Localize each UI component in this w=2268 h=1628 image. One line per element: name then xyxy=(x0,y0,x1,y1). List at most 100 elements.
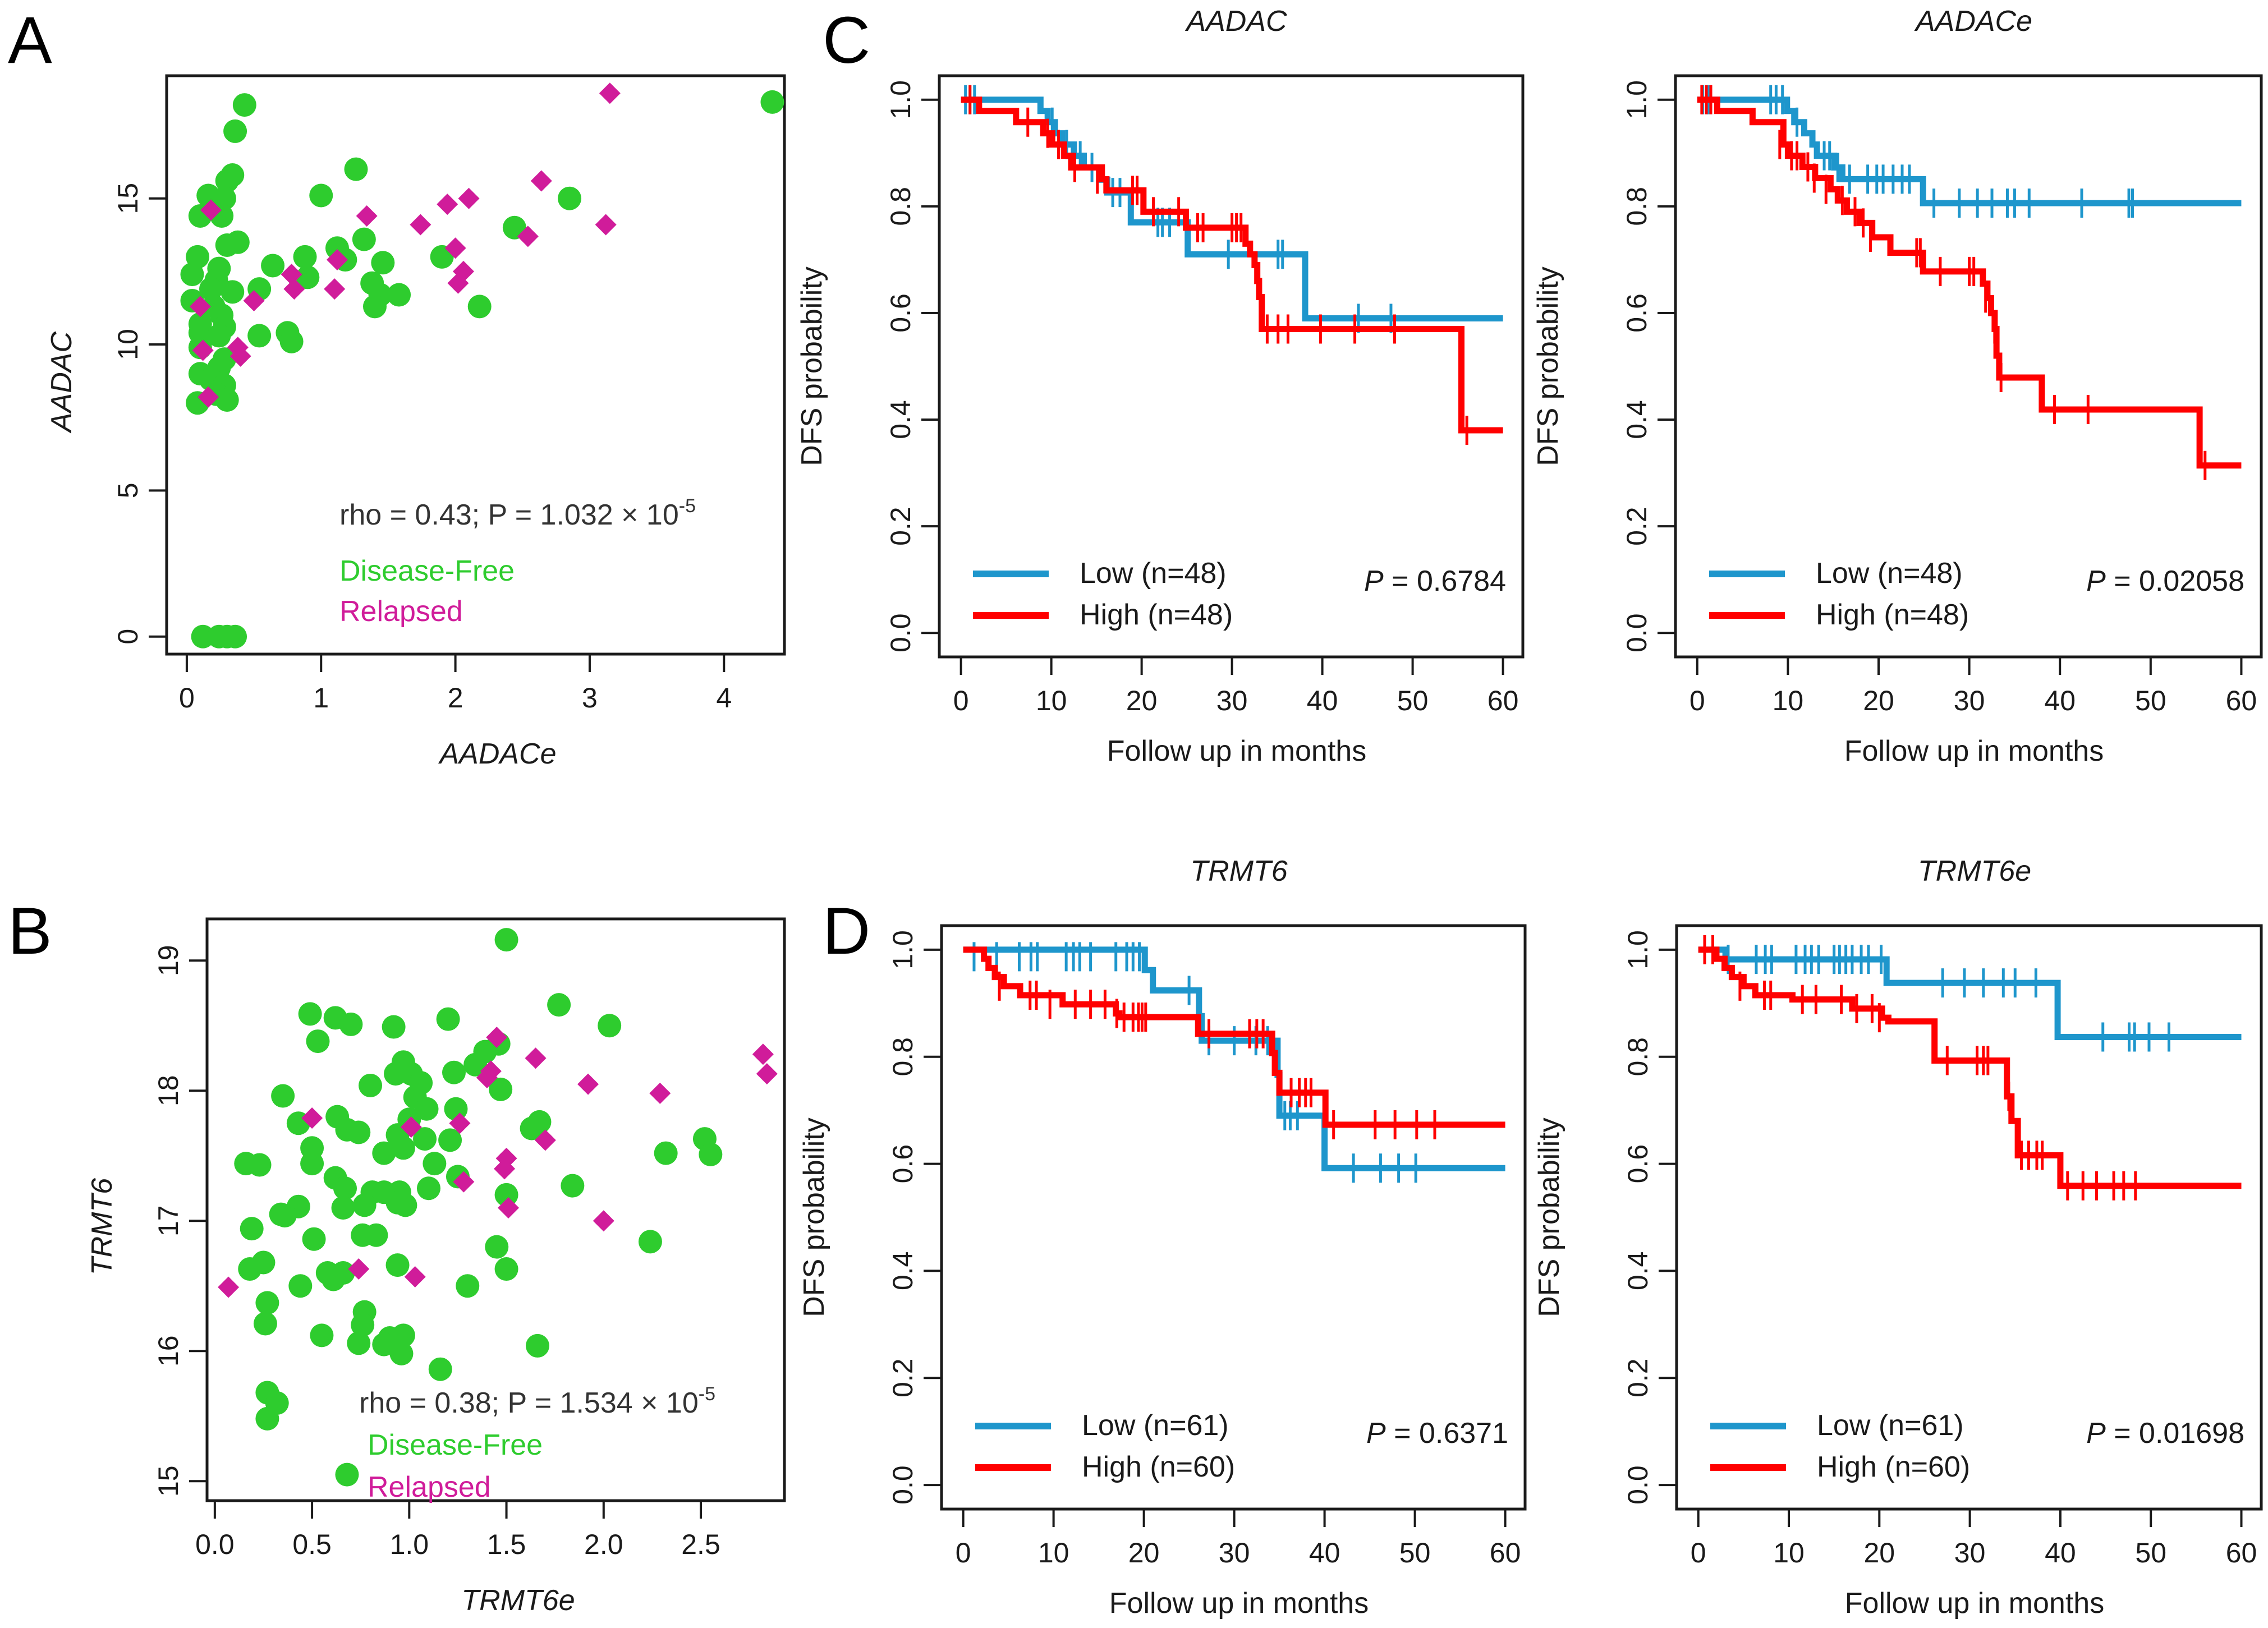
data-point-disease-free xyxy=(494,1257,518,1281)
legend-relapsed: Relapsed xyxy=(368,1471,491,1503)
data-point-relapsed xyxy=(229,345,251,367)
data-point-relapsed xyxy=(301,1107,323,1129)
x-tick-label: 60 xyxy=(2226,685,2257,716)
y-tick-label: 1.0 xyxy=(885,80,916,119)
y-tick-label: 15 xyxy=(112,183,144,214)
data-point-relapsed xyxy=(577,1073,599,1095)
y-tick-label: 0.2 xyxy=(1622,1358,1654,1397)
scatter-panel-b: 0.0 0.5 1.0 1.5 2.0 2.5 15 16 17 18 19 TRMT6e TRMT6 r… xyxy=(86,917,786,1617)
x-axis-title: Follow up in months xyxy=(1107,735,1366,767)
data-point-disease-free xyxy=(335,1463,359,1487)
plot-title: AADACe xyxy=(1914,5,2032,38)
data-point-disease-free xyxy=(191,624,215,649)
y-tick-label: 0.0 xyxy=(887,1465,919,1505)
data-point-disease-free xyxy=(199,277,223,301)
y-tick-label: 0.2 xyxy=(1621,507,1652,546)
km-series-high xyxy=(961,85,1503,445)
plot-title: AADAC xyxy=(1184,5,1287,38)
x-tick-label: 0 xyxy=(179,682,195,714)
km-panel-c-left: 0 10 20 30 40 50 60 0.0 0.2 0.4 0.6 0.8 1.0 AADAC Foll… xyxy=(796,5,1525,767)
x-tick-label: 30 xyxy=(1216,685,1248,716)
legend-disease-free: Disease-Free xyxy=(368,1429,543,1461)
x-tick-label: 0.0 xyxy=(195,1529,235,1560)
data-point-disease-free xyxy=(331,1261,355,1285)
x-tick-label: 40 xyxy=(2045,1537,2076,1569)
data-point-relapsed xyxy=(458,187,480,209)
correlation-text: rho = 0.38; P = 1.534 × 10 xyxy=(359,1387,699,1419)
y-tick-label: 0.8 xyxy=(1621,187,1652,226)
km-panel-c-right: 0 10 20 30 40 50 60 0.0 0.2 0.4 0.6 0.8 1.0 AADACe Fol… xyxy=(1532,5,2263,767)
series-disease-free xyxy=(180,90,784,649)
x-tick-label: 2.5 xyxy=(681,1529,720,1560)
data-point-disease-free xyxy=(180,263,204,287)
y-tick-label: 0.6 xyxy=(1622,1144,1654,1184)
x-tick-label: 50 xyxy=(1399,1537,1431,1569)
p-symbol: P xyxy=(2086,565,2106,597)
y-axis-title: TRMT6 xyxy=(86,1178,118,1275)
p-equals: = xyxy=(2106,565,2139,597)
panel-label-c: C xyxy=(823,3,870,77)
data-point-disease-free xyxy=(371,251,395,275)
km-series-high xyxy=(963,946,1505,1139)
data-point-relapsed xyxy=(218,1276,240,1298)
p-value-number: 0.6371 xyxy=(1419,1417,1508,1450)
data-point-disease-free xyxy=(520,1116,544,1140)
x-tick-label: 3 xyxy=(582,682,598,714)
data-point-relapsed xyxy=(410,214,431,236)
data-point-disease-free xyxy=(261,254,285,278)
data-point-relapsed xyxy=(356,205,378,227)
data-point-disease-free xyxy=(494,928,518,952)
x-tick-label: 2 xyxy=(448,682,463,714)
y-tick-label: 0.6 xyxy=(887,1144,919,1184)
data-point-disease-free xyxy=(485,1235,509,1259)
data-point-disease-free xyxy=(372,1332,396,1356)
km-curve-high xyxy=(963,946,1505,1128)
data-point-relapsed xyxy=(593,1210,614,1232)
data-point-disease-free xyxy=(699,1142,723,1166)
data-point-relapsed xyxy=(595,214,617,236)
data-point-disease-free xyxy=(333,1176,357,1201)
y-tick-label: 0 xyxy=(112,629,144,645)
data-point-disease-free xyxy=(251,1250,276,1275)
series-disease-free xyxy=(234,928,723,1487)
data-point-disease-free xyxy=(223,119,247,143)
x-tick-label: 10 xyxy=(1773,685,1804,716)
data-point-relapsed xyxy=(198,386,219,408)
km-series-low xyxy=(963,942,1505,1183)
legend-label-high: High (n=60) xyxy=(1817,1451,1970,1483)
data-point-relapsed xyxy=(534,1129,556,1151)
data-point-relapsed xyxy=(447,272,469,294)
y-tick-label: 1.0 xyxy=(1621,80,1652,119)
x-tick-label: 10 xyxy=(1773,1537,1805,1569)
data-point-relapsed xyxy=(437,194,458,215)
y-tick-label: 0.8 xyxy=(887,1037,919,1077)
p-equals: = xyxy=(1386,1417,1419,1450)
x-tick-label: 50 xyxy=(2135,1537,2166,1569)
data-point-disease-free xyxy=(525,1333,549,1358)
data-point-disease-free xyxy=(347,1120,371,1144)
data-point-disease-free xyxy=(253,1312,277,1336)
km-curve-high xyxy=(1697,96,2242,469)
p-value: P = 0.02058 xyxy=(2086,565,2244,597)
data-point-relapsed xyxy=(192,339,214,361)
x-tick-label: 60 xyxy=(2226,1537,2257,1569)
data-point-disease-free xyxy=(393,1193,417,1217)
data-point-relapsed xyxy=(525,1047,547,1069)
data-point-disease-free xyxy=(207,324,231,348)
data-point-disease-free xyxy=(232,93,256,117)
p-value-number: 0.02058 xyxy=(2139,565,2244,597)
x-tick-label: 40 xyxy=(1307,685,1338,716)
data-point-disease-free xyxy=(382,1015,406,1039)
data-point-relapsed xyxy=(348,1258,370,1280)
panel-label-d: D xyxy=(823,894,870,968)
data-point-disease-free xyxy=(247,1153,272,1177)
data-point-relapsed xyxy=(756,1063,778,1085)
x-tick-label: 20 xyxy=(1128,1537,1160,1569)
data-point-relapsed xyxy=(281,264,302,286)
data-point-disease-free xyxy=(344,157,368,181)
p-equals: = xyxy=(1384,565,1417,597)
x-axis-title: Follow up in months xyxy=(1109,1587,1369,1620)
data-point-disease-free xyxy=(271,1084,295,1108)
x-tick-label: 0 xyxy=(953,685,969,716)
correlation-annotation: rho = 0.38; P = 1.534 × 10-5 xyxy=(359,1383,715,1419)
